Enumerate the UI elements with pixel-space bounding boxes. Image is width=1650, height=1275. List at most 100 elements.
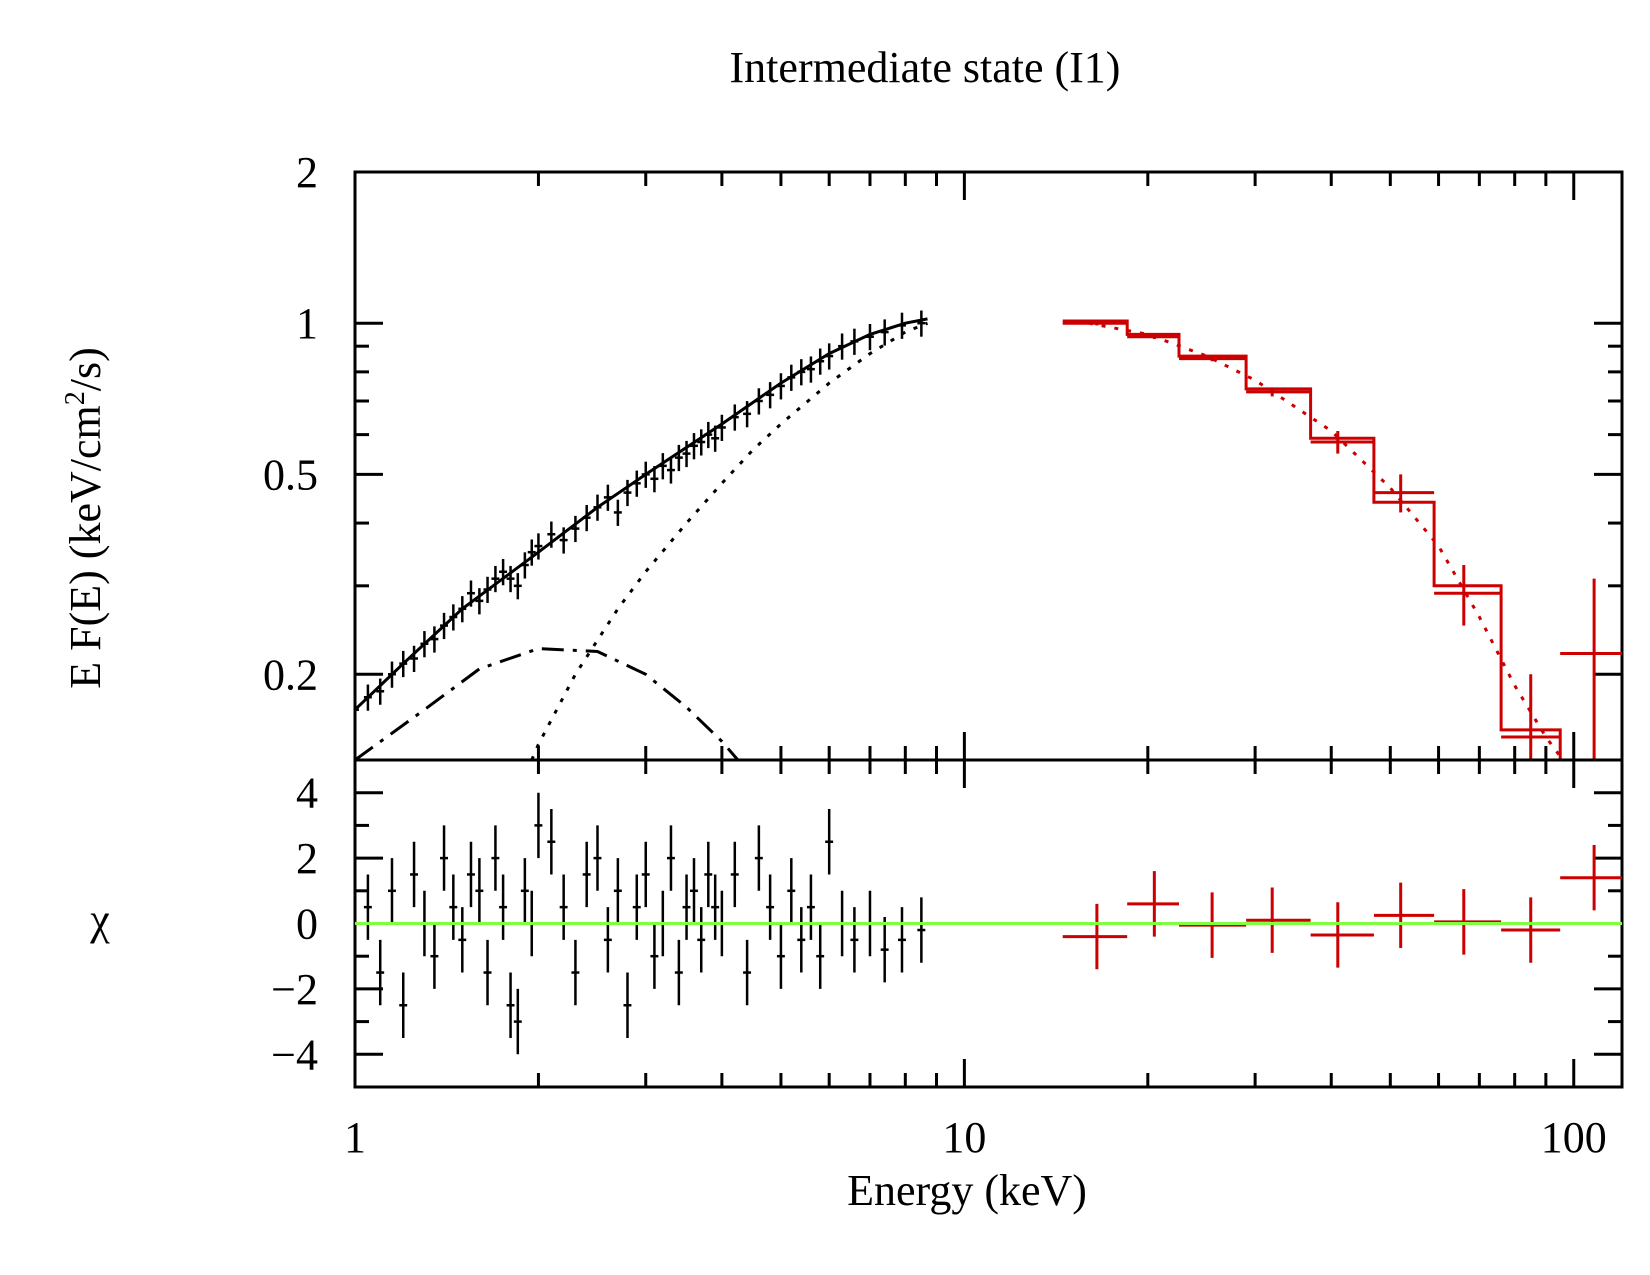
soft-residual-point xyxy=(363,874,372,940)
soft-data-point xyxy=(776,373,785,400)
hard-residual-point xyxy=(1373,882,1435,949)
residual-y-tick-label: 2 xyxy=(296,834,318,883)
soft-data-point xyxy=(658,453,667,480)
top-y-tick-label: 2 xyxy=(296,148,318,197)
top-plot-area xyxy=(355,310,1622,760)
soft-data-point xyxy=(641,461,650,488)
soft-residual-point xyxy=(825,809,834,875)
soft-residual-point xyxy=(806,874,815,940)
soft-data-point xyxy=(506,565,515,593)
residual-plot-area xyxy=(355,792,1622,1055)
soft-residual-point xyxy=(449,874,458,940)
hard-residual-point xyxy=(1310,902,1374,968)
soft-residual-point xyxy=(674,939,683,1006)
soft-data-point xyxy=(689,433,698,460)
soft-data-point xyxy=(743,401,752,428)
soft-data-point xyxy=(632,470,641,497)
soft-residual-point xyxy=(917,897,926,963)
soft-residual-point xyxy=(547,809,556,875)
soft-residual-point xyxy=(387,858,396,924)
hard-data-point xyxy=(1373,474,1435,513)
x-tick-label: 1 xyxy=(344,1113,366,1162)
soft-data-point xyxy=(458,596,467,623)
hard-data-point xyxy=(1062,321,1128,326)
hard-data-point xyxy=(1178,356,1247,362)
soft-data-point xyxy=(730,404,739,431)
soft-residual-point xyxy=(897,907,906,973)
soft-residual-point xyxy=(697,907,706,973)
soft-residual-point xyxy=(816,923,825,989)
soft-data-point xyxy=(754,388,763,415)
soft-data-point xyxy=(717,414,726,441)
soft-data-point xyxy=(430,626,439,653)
soft-data-point xyxy=(547,521,556,548)
soft-data-point xyxy=(806,356,815,383)
soft-data-point xyxy=(917,310,926,337)
soft-data-point xyxy=(582,504,591,532)
soft-data-point xyxy=(410,645,418,672)
soft-data-point xyxy=(534,533,543,560)
soft-data-point xyxy=(850,328,859,355)
hard-data-point xyxy=(1434,565,1502,626)
soft-residual-point xyxy=(458,907,467,973)
top-y-axis-label-tail: /s) xyxy=(61,347,110,391)
soft-residual-point xyxy=(613,858,622,924)
soft-residual-point xyxy=(776,923,785,989)
soft-data-point xyxy=(449,604,458,631)
x-tick-label: 100 xyxy=(1541,1113,1607,1162)
soft-residual-point xyxy=(559,874,568,940)
soft-residual-point xyxy=(641,841,650,908)
soft-residual-point xyxy=(730,841,739,908)
soft-data-point xyxy=(466,580,475,607)
soft-data-point xyxy=(363,684,372,711)
soft-data-point xyxy=(666,457,675,484)
soft-residual-point xyxy=(797,907,806,973)
soft-residual-point xyxy=(682,874,691,940)
soft-residual-point xyxy=(440,825,448,891)
soft-residual-point xyxy=(593,825,602,891)
soft-data-point xyxy=(623,479,632,507)
residual-y-tick-label: −4 xyxy=(271,1030,318,1079)
soft-data-point xyxy=(603,484,612,511)
soft-residual-point xyxy=(513,988,522,1055)
chart-title: Intermediate state (I1) xyxy=(730,43,1121,92)
soft-residual-point xyxy=(850,907,859,973)
soft-residual-point xyxy=(499,874,508,940)
soft-residual-point xyxy=(689,858,698,924)
soft-data-point xyxy=(387,661,396,688)
soft-residual-point xyxy=(582,841,591,908)
soft-residual-point xyxy=(603,907,612,973)
soft-data-point xyxy=(420,631,429,658)
soft-data-point xyxy=(711,425,720,452)
top-panel: 0.2 0.5 1 2 xyxy=(263,148,1624,1087)
soft-residual-point xyxy=(766,874,775,940)
soft-residual-point xyxy=(650,923,659,989)
soft-data-point xyxy=(440,612,448,640)
soft-residual-point xyxy=(666,825,675,891)
top-y-tick-label: 0.2 xyxy=(263,650,318,699)
soft-data-point xyxy=(527,539,536,566)
soft-data-point xyxy=(838,333,847,360)
soft-data-point xyxy=(682,440,691,468)
soft-residual-point xyxy=(399,972,408,1038)
soft-residual-point xyxy=(506,972,515,1038)
soft-residual-point xyxy=(376,939,385,1006)
soft-data-point xyxy=(483,576,492,603)
top-y-tick-label: 1 xyxy=(296,299,318,348)
hard-residual-point xyxy=(1246,887,1311,953)
soft-data-point xyxy=(593,494,602,521)
hard-residual-point xyxy=(1434,889,1502,955)
soft-data-point xyxy=(475,588,484,615)
residual-panel: −4 −2 0 2 4 xyxy=(271,758,1624,1089)
soft-residual-point xyxy=(623,972,632,1038)
soft-residual-point xyxy=(491,825,500,891)
soft-data-point xyxy=(499,559,508,586)
soft-data-point xyxy=(613,499,622,526)
soft-data-point xyxy=(865,323,874,351)
x-axis-label: Energy (keV) xyxy=(847,1166,1087,1215)
bottom-y-axis-label: χ xyxy=(89,895,110,944)
x-axis-tick-labels: 1 10 100 xyxy=(344,1113,1607,1162)
soft-residual-point xyxy=(410,841,418,908)
hard-model-dotted-curve xyxy=(1088,321,1565,760)
comptonized-component-curve xyxy=(530,321,929,760)
